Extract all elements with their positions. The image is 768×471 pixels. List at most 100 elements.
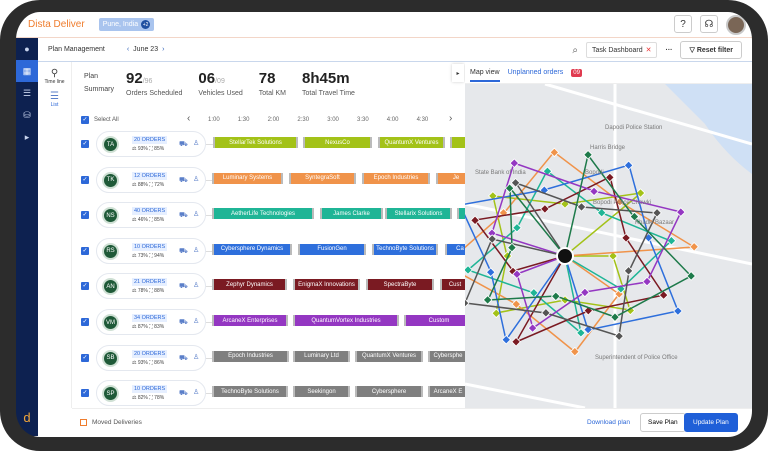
orders-count[interactable]: 10 ORDERS bbox=[132, 385, 168, 394]
job-block[interactable]: Cybersphere Dynamics bbox=[212, 243, 292, 255]
truck-icon[interactable]: ⛟ bbox=[179, 319, 188, 326]
timeline-view-tab[interactable]: ⚲ Time line bbox=[38, 68, 71, 85]
route-line[interactable] bbox=[465, 181, 659, 337]
stop-marker[interactable] bbox=[621, 233, 631, 243]
orders-count[interactable]: 20 ORDERS bbox=[132, 349, 168, 358]
route-line[interactable] bbox=[486, 153, 693, 318]
stop-marker[interactable] bbox=[610, 312, 620, 322]
job-block[interactable]: FusionGen bbox=[298, 243, 366, 255]
job-block[interactable]: Epoch Industries bbox=[212, 350, 289, 362]
planning-icon[interactable]: ▦ bbox=[16, 60, 38, 82]
stop-marker[interactable] bbox=[507, 242, 517, 253]
job-block[interactable]: ArcaneX Enterprises bbox=[212, 315, 288, 326]
stop-marker[interactable] bbox=[576, 328, 586, 338]
stop-marker[interactable] bbox=[589, 186, 599, 197]
driver-icon[interactable]: ♙ bbox=[193, 211, 200, 219]
support-headset-icon[interactable]: ☊ bbox=[700, 15, 718, 33]
route-line[interactable] bbox=[466, 169, 673, 335]
job-block[interactable]: ArcaneX E bbox=[428, 386, 465, 398]
database-icon[interactable]: ⛁ bbox=[23, 109, 31, 120]
driver-card[interactable]: NS 40 ORDERS ⚖ 46% ⛶ 85% ⛟ ♙ bbox=[96, 202, 206, 229]
stop-marker[interactable] bbox=[549, 147, 560, 158]
driver-icon[interactable]: ♙ bbox=[193, 282, 200, 290]
driver-card[interactable]: AN 21 ORDERS ⚖ 78% ⛶ 88% ⛟ ♙ bbox=[96, 273, 206, 300]
update-plan-button[interactable]: Update Plan bbox=[684, 413, 738, 432]
stop-marker[interactable] bbox=[576, 202, 587, 212]
row-checkbox[interactable]: ✓ bbox=[81, 140, 89, 148]
job-block[interactable]: Custom bbox=[404, 315, 465, 326]
driver-icon[interactable]: ♙ bbox=[193, 353, 200, 361]
orders-count[interactable]: 10 ORDERS bbox=[132, 242, 168, 251]
row-checkbox[interactable]: ✓ bbox=[81, 175, 89, 184]
save-plan-button[interactable]: Save Plan bbox=[640, 413, 686, 432]
stop-marker[interactable] bbox=[487, 228, 497, 239]
job-block[interactable]: Luminary Systems bbox=[212, 172, 283, 184]
driver-card[interactable]: SB 20 ORDERS ⚖ 93% ⛶ 86% ⛟ ♙ bbox=[96, 344, 206, 371]
row-checkbox[interactable]: ✓ bbox=[81, 211, 89, 220]
row-checkbox[interactable]: ✓ bbox=[81, 246, 89, 255]
reset-filter-button[interactable]: ▽ Reset filter bbox=[680, 41, 742, 59]
orders-count[interactable]: 12 ORDERS bbox=[132, 171, 168, 180]
route-line[interactable] bbox=[465, 164, 680, 342]
date-picker[interactable]: ‹ June 23 › bbox=[123, 46, 169, 53]
driver-icon[interactable]: ♙ bbox=[193, 246, 200, 254]
row-checkbox[interactable]: ✓ bbox=[81, 353, 89, 362]
driver-icon[interactable]: ♙ bbox=[193, 175, 200, 183]
home-icon[interactable]: ● bbox=[24, 44, 30, 54]
job-block[interactable]: QuantumX Ventures bbox=[355, 350, 423, 362]
stop-marker[interactable] bbox=[658, 290, 669, 300]
driver-icon[interactable]: ♙ bbox=[193, 318, 200, 325]
stop-marker[interactable] bbox=[675, 207, 686, 217]
row-checkbox[interactable]: ✓ bbox=[81, 318, 89, 326]
stop-marker[interactable] bbox=[511, 336, 521, 347]
moved-checkbox[interactable] bbox=[80, 419, 87, 426]
driver-icon[interactable]: ♙ bbox=[193, 140, 200, 147]
orders-count[interactable]: 34 ORDERS bbox=[132, 314, 168, 322]
job-block[interactable] bbox=[450, 137, 465, 148]
list-view-tab[interactable]: ☰ List bbox=[38, 91, 71, 108]
job-block[interactable]: TechnoByte Solutions bbox=[372, 243, 438, 255]
stop-marker[interactable] bbox=[504, 183, 515, 194]
driver-card[interactable]: TA 20 ORDERS ⚖ 93% ⛶ 85% ⛟ ♙ bbox=[96, 131, 206, 157]
route-map[interactable]: State Bank of India Dapodi Police Station… bbox=[465, 84, 752, 408]
next-date-icon[interactable]: › bbox=[162, 46, 165, 53]
stop-marker[interactable] bbox=[465, 298, 470, 308]
job-block[interactable]: SpectraByte bbox=[366, 279, 434, 291]
truck-icon[interactable]: ⛟ bbox=[179, 176, 188, 184]
user-avatar[interactable] bbox=[726, 15, 746, 35]
job-block[interactable] bbox=[457, 208, 465, 220]
row-checkbox[interactable]: ✓ bbox=[81, 389, 89, 398]
stop-marker[interactable] bbox=[540, 204, 550, 214]
job-block[interactable]: Cust bbox=[440, 279, 465, 291]
stop-marker[interactable] bbox=[642, 276, 652, 287]
job-block[interactable]: Luminary Ltd bbox=[293, 350, 350, 362]
job-block[interactable]: EnigmaX Innovations bbox=[293, 279, 360, 291]
stop-marker[interactable] bbox=[465, 265, 473, 275]
stop-marker[interactable] bbox=[666, 235, 677, 246]
job-block[interactable]: QuantumX Ventures bbox=[378, 137, 445, 148]
stop-marker[interactable] bbox=[686, 271, 696, 281]
stop-marker[interactable] bbox=[652, 208, 662, 218]
stop-marker[interactable] bbox=[608, 251, 618, 261]
driver-card[interactable]: RS 10 ORDERS ⚖ 73% ⛶ 94% ⛟ ♙ bbox=[96, 237, 206, 264]
route-line[interactable] bbox=[492, 191, 644, 314]
filter-list-icon[interactable]: ☰ bbox=[22, 87, 32, 98]
job-block[interactable]: Je bbox=[436, 172, 465, 184]
stop-marker[interactable] bbox=[551, 291, 561, 302]
truck-icon[interactable]: ⛟ bbox=[179, 283, 188, 291]
stop-marker[interactable] bbox=[673, 306, 683, 316]
depot-marker[interactable] bbox=[556, 247, 574, 265]
job-block[interactable]: NexusCo bbox=[303, 137, 372, 148]
task-dashboard-chip[interactable]: Task Dashboard ✕ bbox=[586, 42, 658, 58]
job-block[interactable]: TechnoByte Solutions bbox=[212, 386, 288, 398]
job-block[interactable]: Zephyr Dynamics bbox=[212, 279, 287, 291]
download-plan-link[interactable]: Download plan bbox=[587, 419, 631, 426]
stop-marker[interactable] bbox=[629, 211, 640, 222]
stop-marker[interactable] bbox=[689, 241, 699, 252]
truck-icon[interactable]: ⛟ bbox=[179, 354, 188, 362]
row-checkbox[interactable]: ✓ bbox=[81, 282, 89, 291]
stop-marker[interactable] bbox=[487, 234, 498, 244]
help-doc-icon[interactable]: ? bbox=[674, 15, 692, 33]
stop-marker[interactable] bbox=[635, 188, 646, 198]
stop-marker[interactable] bbox=[512, 269, 522, 280]
